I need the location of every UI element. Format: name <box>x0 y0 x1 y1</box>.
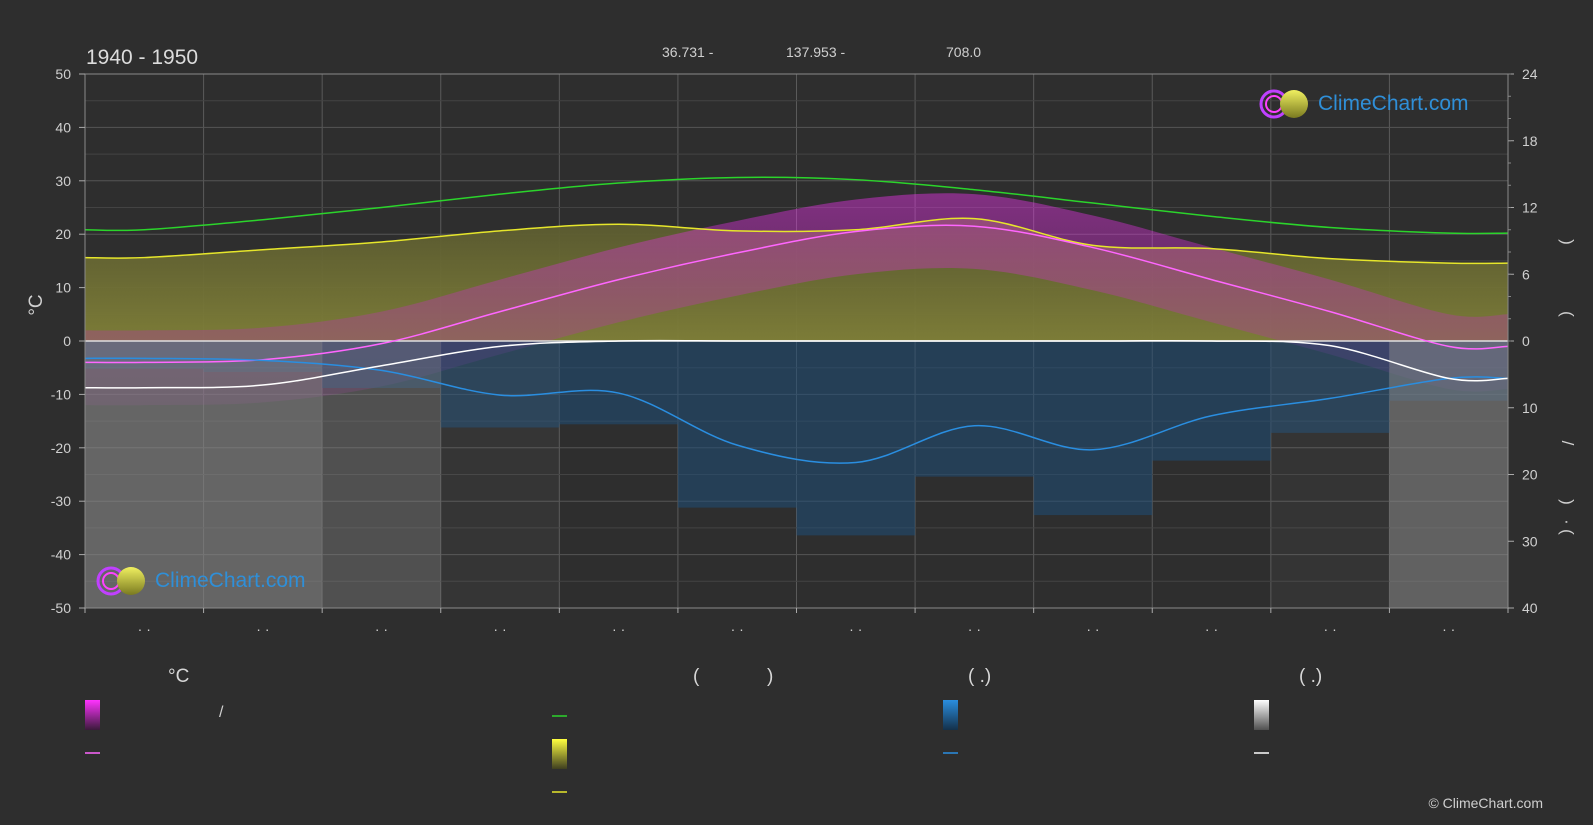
rain-bar <box>322 341 441 388</box>
rain-bar <box>1270 341 1390 433</box>
month-tick-label: · · <box>493 621 506 637</box>
right-bottom-tick-label: 30 <box>1522 533 1538 549</box>
logo-icon <box>96 566 145 596</box>
right-top-tick-label: 6 <box>1522 266 1530 282</box>
legend-rain-swatch <box>943 700 958 730</box>
logo-icon <box>1259 89 1308 119</box>
rain-line <box>84 357 1509 464</box>
month-tick-label: · · <box>1324 621 1337 637</box>
rain-bar <box>1033 341 1153 516</box>
right-axis-label-glyph: ) <box>1558 499 1577 505</box>
logo-text: ClimeChart.com <box>155 569 306 592</box>
left-tick-label: -10 <box>51 386 71 402</box>
legend-header-rain: ( .) <box>968 666 992 687</box>
right-top-tick-label: 0 <box>1522 333 1530 349</box>
rain-bar <box>440 341 560 428</box>
right-top-tick-label: 12 <box>1522 200 1538 216</box>
month-tick-label: · · <box>138 621 151 637</box>
legend-temp-range-label: / <box>219 704 224 721</box>
left-tick-label: 0 <box>63 333 71 349</box>
right-top-tick-label: 18 <box>1522 133 1538 149</box>
data-bands <box>85 193 1508 608</box>
chart-title: 1940 - 1950 <box>86 46 199 69</box>
right-axis-label-glyph: ( <box>1558 529 1577 535</box>
logo-bottom[interactable]: ClimeChart.com <box>95 565 306 597</box>
rain-bar <box>1152 341 1271 461</box>
left-axis-label: °C <box>26 294 47 315</box>
right-axis-label-glyph: ( <box>1558 311 1577 317</box>
sunshine-line <box>84 217 1509 265</box>
temp_mean-line <box>84 224 1509 364</box>
legend-header-snow: ( .) <box>1299 666 1323 687</box>
snow-bar <box>85 341 204 608</box>
latitude-text: 36.731 - <box>662 44 714 60</box>
snow-bar <box>322 341 441 608</box>
month-tick-label: · · <box>1086 621 1099 637</box>
legend-temp-range-swatch <box>85 700 100 730</box>
logo-text: ClimeChart.com <box>1318 92 1469 115</box>
rain-bar <box>915 341 1034 477</box>
snow-bar <box>440 341 560 608</box>
rain-bar <box>559 341 678 425</box>
left-tick-label: 30 <box>55 173 71 189</box>
axes: 50 40 30 20 10 0 -10 -20 -30 -40 -50 °C 24 18 12 6 0 10 20… <box>26 66 1577 637</box>
legend-header-sun-open: ( <box>693 666 700 687</box>
rain-bar <box>677 341 797 508</box>
legend-header-temperature: °C <box>168 666 190 687</box>
left-tick-label: -50 <box>51 600 71 616</box>
logo-top[interactable]: ClimeChart.com <box>1258 88 1469 120</box>
month-tick-label: · · <box>731 621 744 637</box>
copyright: © ClimeChart.com <box>1428 795 1543 811</box>
left-tick-label: 20 <box>55 226 71 242</box>
rain-bar <box>796 341 916 536</box>
right-top-tick-label: 24 <box>1522 66 1538 82</box>
left-tick-label: 10 <box>55 280 71 296</box>
right-axis-label-glyph: ) <box>1558 239 1577 245</box>
snow-bar <box>1389 341 1508 608</box>
month-tick-label: · · <box>968 621 981 637</box>
right-axis-label-glyph: / <box>1558 441 1577 446</box>
month-tick-label: · · <box>1442 621 1455 637</box>
left-tick-label: 40 <box>55 119 71 135</box>
month-tick-label: · · <box>612 621 625 637</box>
legend-header-sun-close: ) <box>767 666 774 687</box>
left-tick-label: 50 <box>55 66 71 82</box>
legend-sunshine-swatch <box>552 739 567 769</box>
series-lines <box>84 176 1509 464</box>
snow-line <box>84 339 1509 389</box>
right-axis-label-glyph: · <box>1558 519 1577 525</box>
left-tick-label: -20 <box>51 440 71 456</box>
month-tick-label: · · <box>375 621 388 637</box>
elevation-text: 708.0 <box>946 44 982 60</box>
daylight-line <box>84 176 1509 235</box>
longitude-text: 137.953 - <box>786 44 846 60</box>
right-bottom-tick-label: 40 <box>1522 600 1538 616</box>
snow-bar <box>1270 341 1390 608</box>
left-tick-label: -40 <box>51 547 71 563</box>
month-tick-label: · · <box>1205 621 1218 637</box>
right-bottom-tick-label: 20 <box>1522 467 1538 483</box>
month-tick-label: · · <box>256 621 269 637</box>
left-tick-label: -30 <box>51 493 71 509</box>
month-tick-label: · · <box>849 621 862 637</box>
right-bottom-tick-label: 10 <box>1522 400 1538 416</box>
legend-snow-swatch <box>1254 700 1269 730</box>
